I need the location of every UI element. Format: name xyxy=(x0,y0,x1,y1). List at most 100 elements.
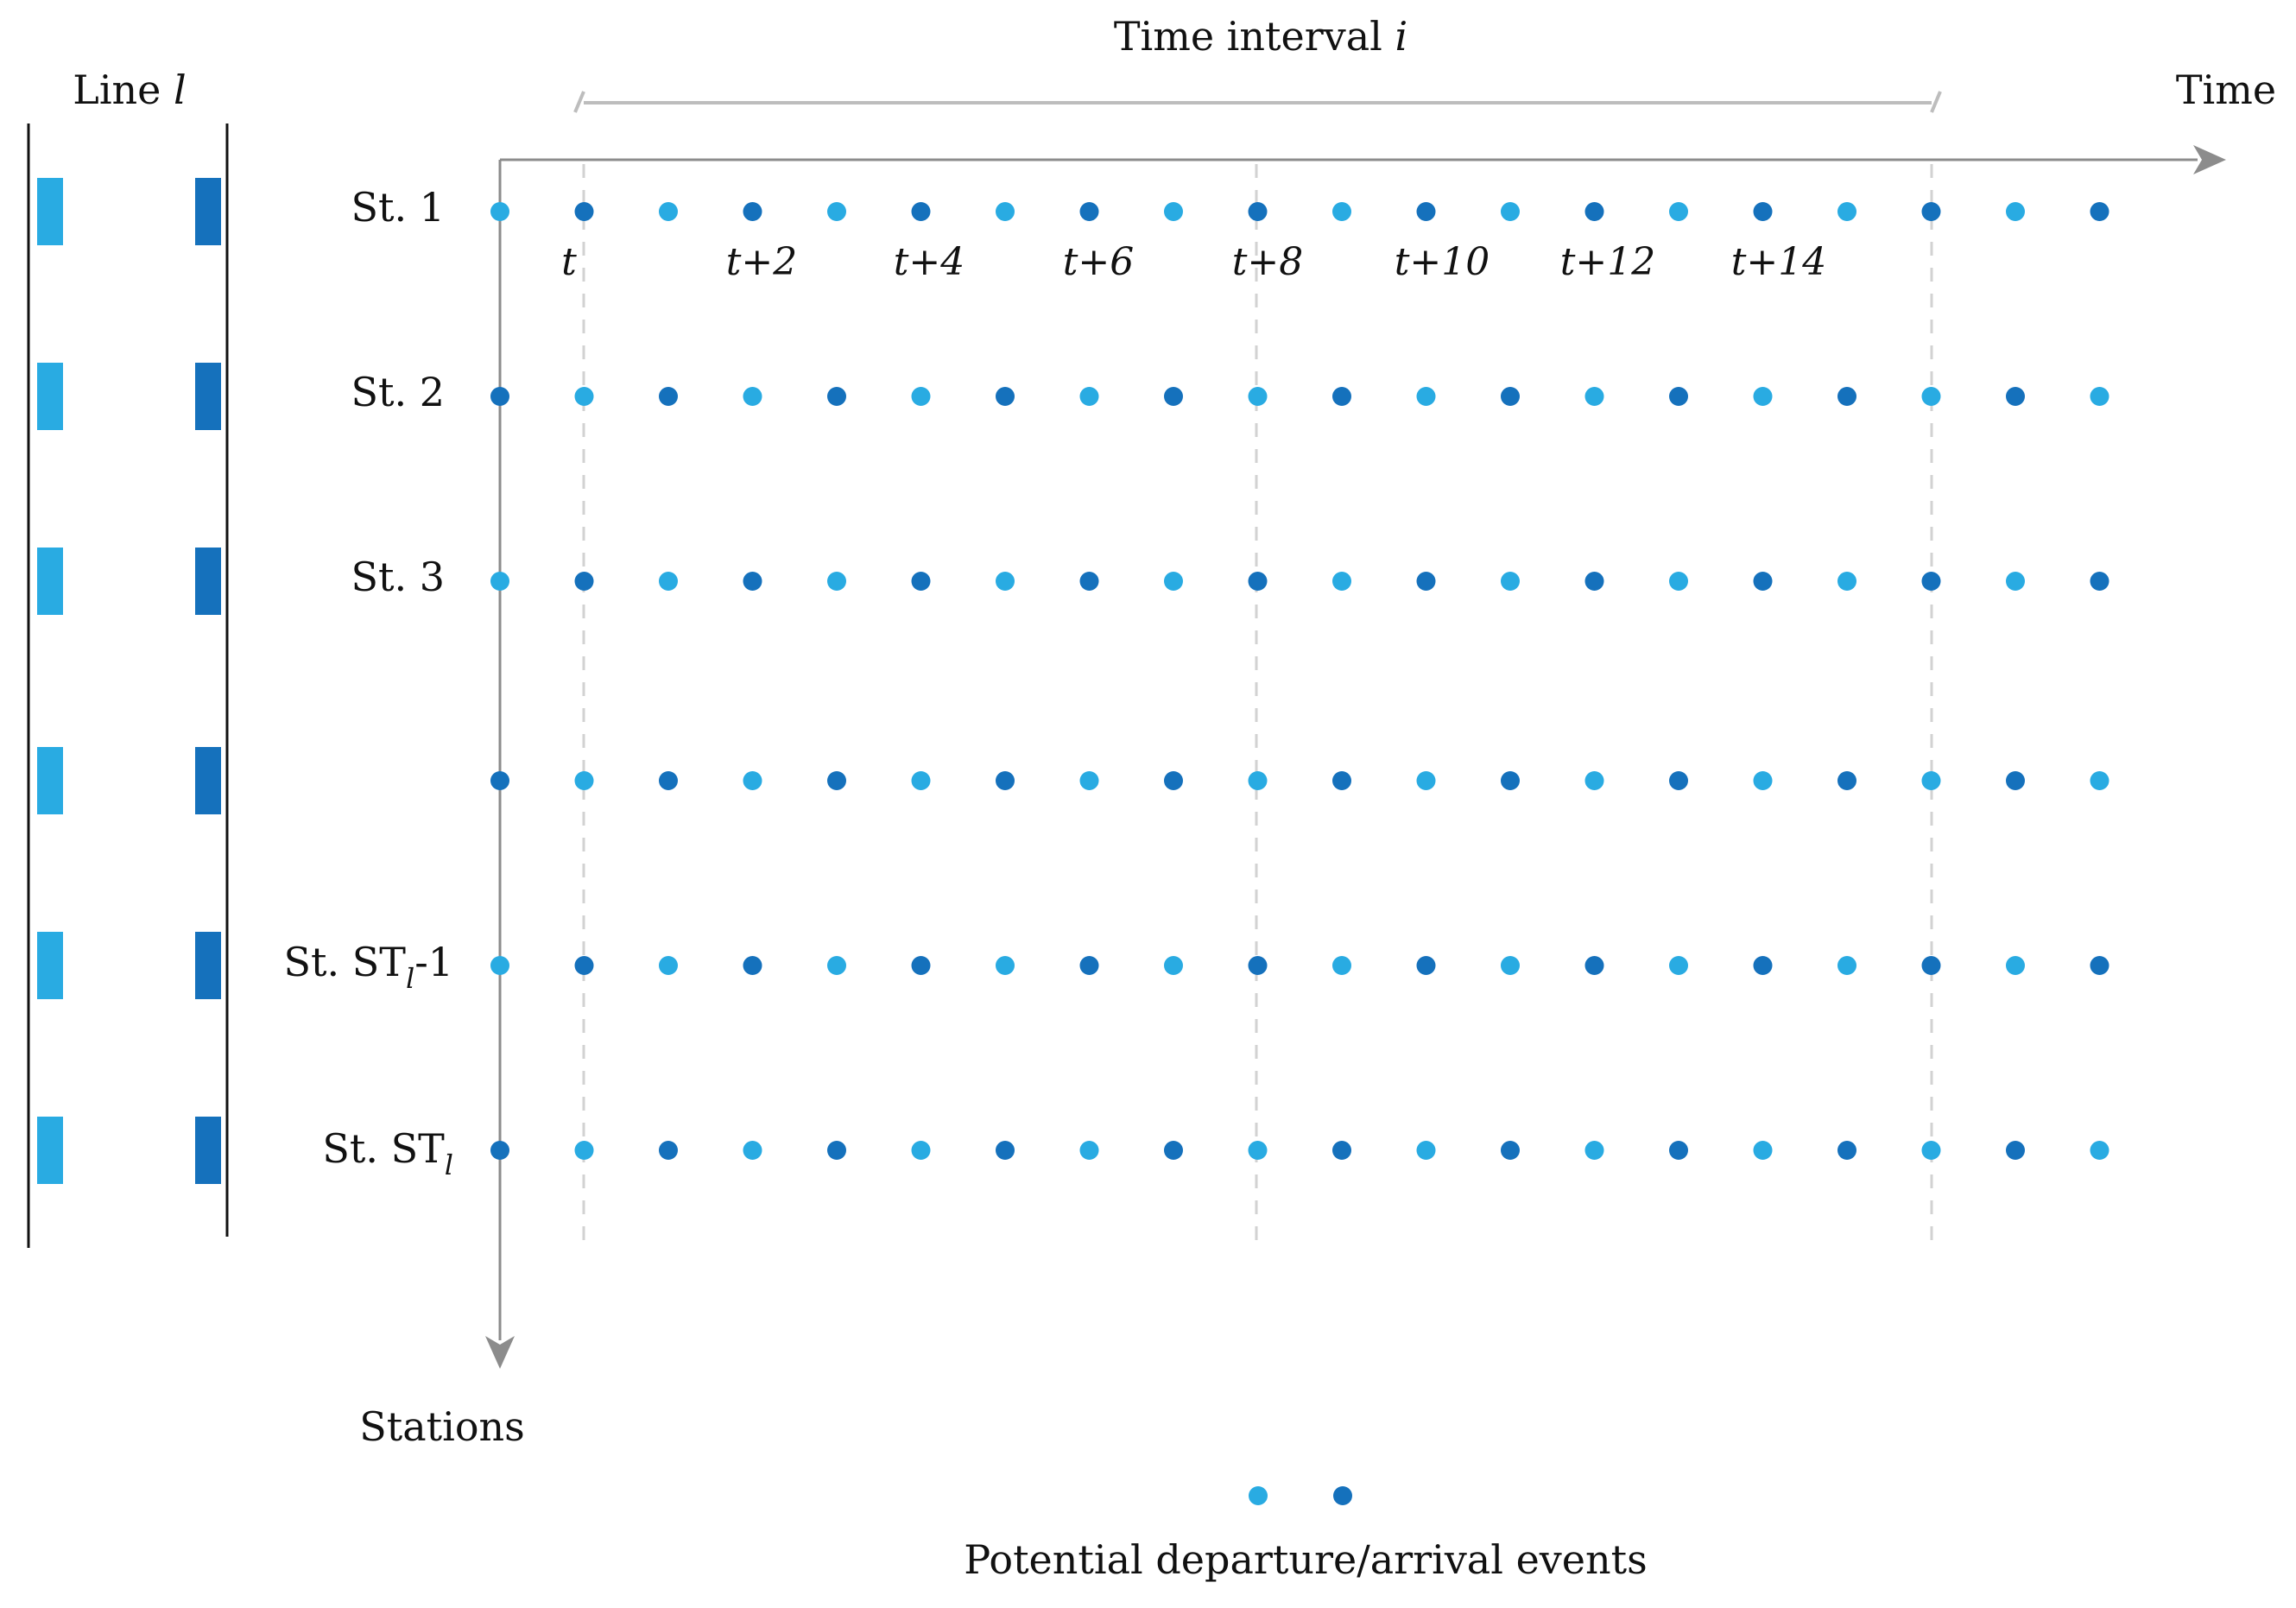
event-dot xyxy=(827,202,846,221)
event-dot xyxy=(1837,202,1856,221)
platform-marker-light xyxy=(37,363,63,430)
event-dot xyxy=(574,572,594,591)
event-dot xyxy=(996,387,1015,406)
event-dot xyxy=(1584,956,1604,975)
event-dot xyxy=(1164,387,1183,406)
event-dot xyxy=(1079,956,1099,975)
event-dot xyxy=(1753,1141,1773,1160)
event-dot xyxy=(490,956,509,975)
station-label-1: St. 1 xyxy=(351,184,445,231)
event-dot xyxy=(996,771,1015,790)
event-dot xyxy=(1584,387,1604,406)
event-dot xyxy=(1501,387,1520,406)
event-dot xyxy=(827,572,846,591)
bracket-right-tick xyxy=(1930,91,1942,113)
event-dot xyxy=(1079,202,1099,221)
event-dot xyxy=(911,572,931,591)
station-labels: St. 1 St. 2 St. 3 St. STl-1 St. STl xyxy=(284,184,453,1181)
platform-marker-dark xyxy=(195,363,221,430)
event-dot xyxy=(2006,1141,2025,1160)
event-dot xyxy=(1332,1141,1351,1160)
event-dot xyxy=(743,572,762,591)
event-dot xyxy=(1164,202,1183,221)
event-dot xyxy=(1669,956,1688,975)
legend: Potential departure/arrival events xyxy=(964,1486,1648,1583)
event-dot xyxy=(2090,771,2109,790)
event-dot xyxy=(574,1141,594,1160)
event-dot xyxy=(2090,387,2109,406)
event-dot xyxy=(574,771,594,790)
event-dot xyxy=(1332,572,1351,591)
platform-marker-dark xyxy=(195,178,221,245)
event-dot xyxy=(490,1141,509,1160)
tick-label-t-plus-10: t+10 xyxy=(1395,240,1490,284)
axes: Time Stations xyxy=(359,66,2276,1450)
platform-marker-dark xyxy=(195,932,221,999)
event-dot xyxy=(659,572,678,591)
event-dot xyxy=(1501,771,1520,790)
event-dot xyxy=(574,387,594,406)
platform-marker-dark xyxy=(195,548,221,615)
event-dot xyxy=(2006,771,2025,790)
tick-label-t-plus-2: t+2 xyxy=(726,240,798,284)
event-dot xyxy=(827,1141,846,1160)
line-panel-title: Line l xyxy=(73,66,186,113)
event-dot xyxy=(1332,771,1351,790)
event-dot xyxy=(1501,1141,1520,1160)
line-panel: Line l xyxy=(27,66,229,1248)
station-label-st-l: St. STl xyxy=(322,1125,453,1181)
event-dot xyxy=(1164,956,1183,975)
event-dot xyxy=(659,1141,678,1160)
event-dot xyxy=(2090,1141,2109,1160)
platform-marker-dark xyxy=(195,747,221,814)
event-dot xyxy=(996,202,1015,221)
event-dot xyxy=(1584,771,1604,790)
legend-light-dot xyxy=(1249,1486,1268,1505)
platform-marker-light xyxy=(37,1117,63,1184)
event-dot xyxy=(2090,202,2109,221)
platform-marker-light xyxy=(37,747,63,814)
event-dot xyxy=(1079,572,1099,591)
legend-label: Potential departure/arrival events xyxy=(964,1536,1647,1583)
legend-dark-dot xyxy=(1333,1486,1352,1505)
event-dot xyxy=(911,1141,931,1160)
event-dot xyxy=(1669,572,1688,591)
event-dot xyxy=(490,572,509,591)
event-dot xyxy=(1921,956,1941,975)
event-dot xyxy=(2006,572,2025,591)
time-tick-labels: t t+2 t+4 t+6 t+8 t+10 t+12 t+14 xyxy=(561,240,1826,284)
tick-label-t-plus-14: t+14 xyxy=(1731,240,1827,284)
tick-label-t-plus-12: t+12 xyxy=(1560,240,1656,284)
tick-label-t-plus-8: t+8 xyxy=(1232,240,1304,284)
event-dot xyxy=(659,956,678,975)
event-dot xyxy=(1669,771,1688,790)
event-dot xyxy=(2006,387,2025,406)
event-dot xyxy=(996,572,1015,591)
event-dot xyxy=(490,202,509,221)
event-dot xyxy=(1921,387,1941,406)
interval-guides xyxy=(582,164,1933,1252)
event-dot xyxy=(1584,572,1604,591)
event-dot xyxy=(1753,956,1773,975)
stations-axis-arrowhead xyxy=(485,1336,515,1369)
event-dot xyxy=(2090,956,2109,975)
tick-label-t: t xyxy=(561,240,577,284)
event-dot xyxy=(574,202,594,221)
event-dot xyxy=(1248,572,1268,591)
event-dot xyxy=(574,956,594,975)
bracket-left-tick xyxy=(573,91,585,113)
event-dot xyxy=(1079,771,1099,790)
time-interval-label: Time interval i xyxy=(1114,13,1407,60)
event-dot xyxy=(1669,387,1688,406)
event-dot xyxy=(1669,202,1688,221)
event-dot xyxy=(1753,572,1773,591)
event-dot xyxy=(2006,956,2025,975)
event-dot xyxy=(827,771,846,790)
event-dot xyxy=(1416,202,1436,221)
event-dot xyxy=(1164,1141,1183,1160)
event-dot xyxy=(1332,202,1351,221)
event-dot xyxy=(1416,956,1436,975)
station-label-2: St. 2 xyxy=(351,369,445,415)
event-dot xyxy=(743,387,762,406)
tick-label-t-plus-6: t+6 xyxy=(1063,240,1135,284)
